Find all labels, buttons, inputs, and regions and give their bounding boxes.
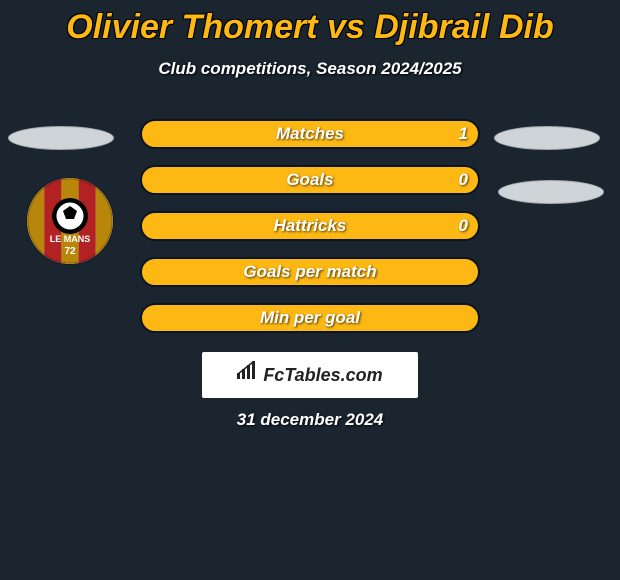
stat-label: Hattricks: [140, 211, 480, 241]
stat-label: Goals per match: [140, 257, 480, 287]
page-subtitle: Club competitions, Season 2024/2025: [0, 59, 620, 79]
page-title: Olivier Thomert vs Djibrail Dib: [0, 0, 620, 47]
stat-row: Hattricks 0: [0, 203, 620, 249]
stat-value: 1: [459, 119, 468, 149]
stat-row: Matches 1: [0, 111, 620, 157]
date-label: 31 december 2024: [0, 410, 620, 430]
chart-bars-icon: [237, 352, 259, 398]
stat-label: Matches: [140, 119, 480, 149]
stats-section: Matches 1 Goals 0 Hattricks 0 Goals per …: [0, 111, 620, 341]
fctables-watermark: FcTables.com: [202, 352, 418, 398]
stat-value: 0: [459, 165, 468, 195]
fctables-label: FcTables.com: [263, 365, 382, 385]
stat-label: Goals: [140, 165, 480, 195]
comparison-card: Olivier Thomert vs Djibrail Dib Club com…: [0, 0, 620, 580]
stat-value: 0: [459, 211, 468, 241]
stat-row: Min per goal: [0, 295, 620, 341]
stat-label: Min per goal: [140, 303, 480, 333]
stat-row: Goals per match: [0, 249, 620, 295]
stat-row: Goals 0: [0, 157, 620, 203]
